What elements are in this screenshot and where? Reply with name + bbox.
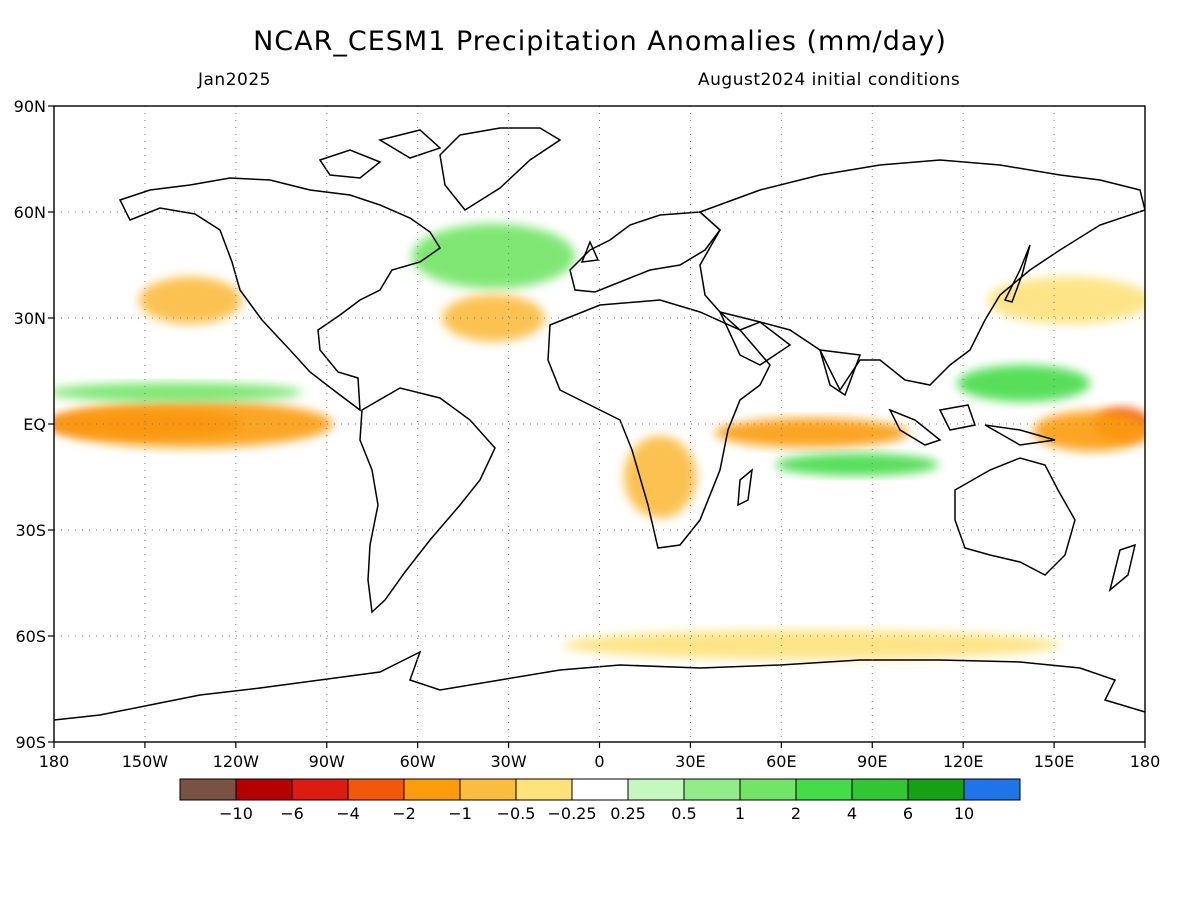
map-title: NCAR_CESM1 Precipitation Anomalies (mm/d… (253, 26, 947, 57)
initial-conditions: August2024 initial conditions (698, 70, 961, 90)
lat-tick-label: 60S (15, 627, 46, 646)
colorbar-swatch (907, 778, 965, 801)
colorbar-label: 0.25 (610, 804, 646, 823)
lon-tick-label: 150E (1034, 752, 1075, 771)
graticule (54, 106, 1145, 742)
colorbar-label: 10 (954, 804, 974, 823)
colorbar-swatch (739, 778, 797, 801)
lat-tick-label: 60N (14, 203, 46, 222)
lon-tick-label: 120W (213, 752, 260, 771)
colorbar-label: −10 (219, 804, 253, 823)
lon-tick-label: 150W (122, 752, 169, 771)
colorbar-swatch (459, 778, 517, 801)
colorbar-swatch (683, 778, 741, 801)
coastlines (54, 127, 1145, 721)
lat-tick-label: 90N (14, 97, 46, 116)
colorbar-label: −6 (280, 804, 304, 823)
colorbar-label: 2 (791, 804, 801, 823)
colorbar: −10 −6 −4 −2 −1 −0.5 −0.25 0.25 0.5 1 2 4 6 10 (179, 778, 1021, 823)
anomaly-region-6 (957, 365, 1091, 402)
lon-tick-label: 0 (594, 752, 604, 771)
colorbar-label: 1 (735, 804, 745, 823)
colorbar-label: 4 (847, 804, 857, 823)
colorbar-swatch (571, 778, 629, 801)
anomaly-region-5 (775, 453, 939, 476)
anomaly-field (54, 223, 1145, 660)
colorbar-swatch (515, 778, 573, 801)
lon-tick-label: 30E (675, 752, 705, 771)
colorbar-swatch (347, 778, 405, 801)
lon-tick-label: 90E (857, 752, 887, 771)
colorbar-label: −4 (336, 804, 360, 823)
anomaly-region-9 (138, 276, 242, 325)
anomaly-region-12 (563, 630, 1061, 660)
colorbar-label: 6 (903, 804, 913, 823)
lat-tick-label: 30S (15, 521, 46, 540)
colorbar-label: −2 (392, 804, 416, 823)
colorbar-swatch (179, 778, 237, 801)
colorbar-label: −0.25 (547, 804, 596, 823)
anomaly-region-7 (54, 382, 303, 402)
colorbar-label: −1 (448, 804, 472, 823)
anomaly-region-11 (623, 435, 697, 519)
colorbar-swatch (963, 778, 1021, 801)
lon-tick-label: 180 (39, 752, 70, 771)
lat-tick-label: EQ (23, 415, 46, 434)
colorbar-swatch (627, 778, 685, 801)
colorbar-swatch (235, 778, 293, 801)
lon-tick-label: 30W (490, 752, 526, 771)
lon-tick-label: 60E (766, 752, 796, 771)
anomaly-region-13 (987, 276, 1145, 324)
anomaly-region-8 (411, 223, 576, 289)
lat-tick-label: 30N (14, 309, 46, 328)
lon-tick-label: 120E (943, 752, 984, 771)
colorbar-swatch (291, 778, 349, 801)
anomaly-region-1 (54, 400, 333, 448)
lon-tick-label: 180 (1130, 752, 1161, 771)
anomaly-region-10 (441, 294, 545, 342)
anomaly-region-4 (714, 418, 909, 448)
lon-tick-label: 60W (400, 752, 436, 771)
colorbar-label: −0.5 (497, 804, 536, 823)
lat-tick-label: 90S (15, 733, 46, 752)
lon-tick-label: 90W (309, 752, 345, 771)
anomaly-region-3 (1032, 410, 1145, 452)
colorbar-swatch (403, 778, 461, 801)
colorbar-swatch (795, 778, 853, 801)
valid-month: Jan2025 (198, 70, 271, 90)
colorbar-label: 0.5 (671, 804, 696, 823)
colorbar-swatch (851, 778, 909, 801)
